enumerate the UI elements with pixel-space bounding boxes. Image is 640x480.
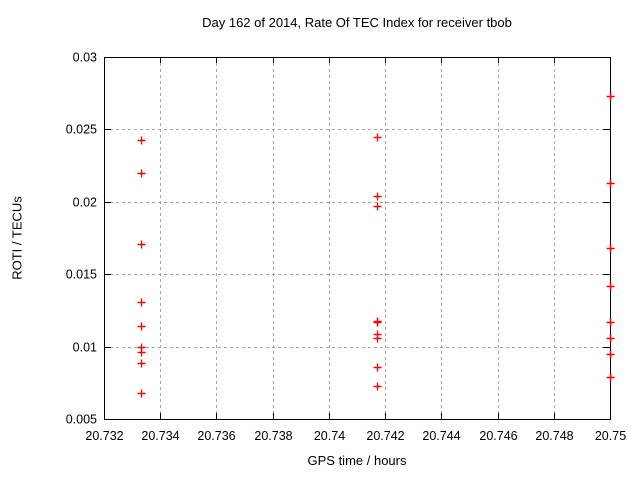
x-tick-label: 20.732 [85,429,123,443]
data-point-marker [373,363,382,372]
data-point-marker [606,244,615,253]
y-tick-label: 0.005 [66,413,97,427]
x-tick-label: 20.736 [197,429,235,443]
y-tick-label: 0.015 [66,268,97,282]
data-point-marker [606,373,615,382]
x-tick-label: 20.734 [141,429,179,443]
data-point-marker [606,334,615,343]
data-point-marker [606,350,615,359]
y-tick-label: 0.025 [66,123,97,137]
data-point-marker [373,334,382,343]
data-point-marker [606,318,615,327]
plot-frame [104,57,611,420]
data-point-marker [137,240,146,249]
x-tick-label: 20.746 [479,429,517,443]
data-point-marker [606,179,615,188]
data-point-marker [137,322,146,331]
chart-title: Day 162 of 2014, Rate Of TEC Index for r… [202,15,512,30]
data-point-marker [373,133,382,142]
data-point-marker [137,169,146,178]
x-tick-label: 20.744 [422,429,460,443]
data-point-marker [373,202,382,211]
data-point-marker [606,92,615,101]
x-axis-label: GPS time / hours [307,453,407,468]
x-tick-label: 20.74 [314,429,345,443]
data-point-marker [373,318,382,327]
data-point-marker [606,282,615,291]
data-point-marker [137,348,146,357]
x-tick-label: 20.748 [535,429,573,443]
data-point-marker [373,382,382,391]
data-point-marker [373,192,382,201]
x-tick-label: 20.738 [254,429,292,443]
y-tick-label: 0.03 [73,51,97,65]
data-point-marker [137,389,146,398]
y-tick-label: 0.02 [73,196,97,210]
x-tick-label: 20.742 [366,429,404,443]
data-point-marker [137,298,146,307]
data-point-marker [137,359,146,368]
y-tick-label: 0.01 [73,341,97,355]
data-point-marker [137,136,146,145]
x-tick-label: 20.75 [595,429,626,443]
